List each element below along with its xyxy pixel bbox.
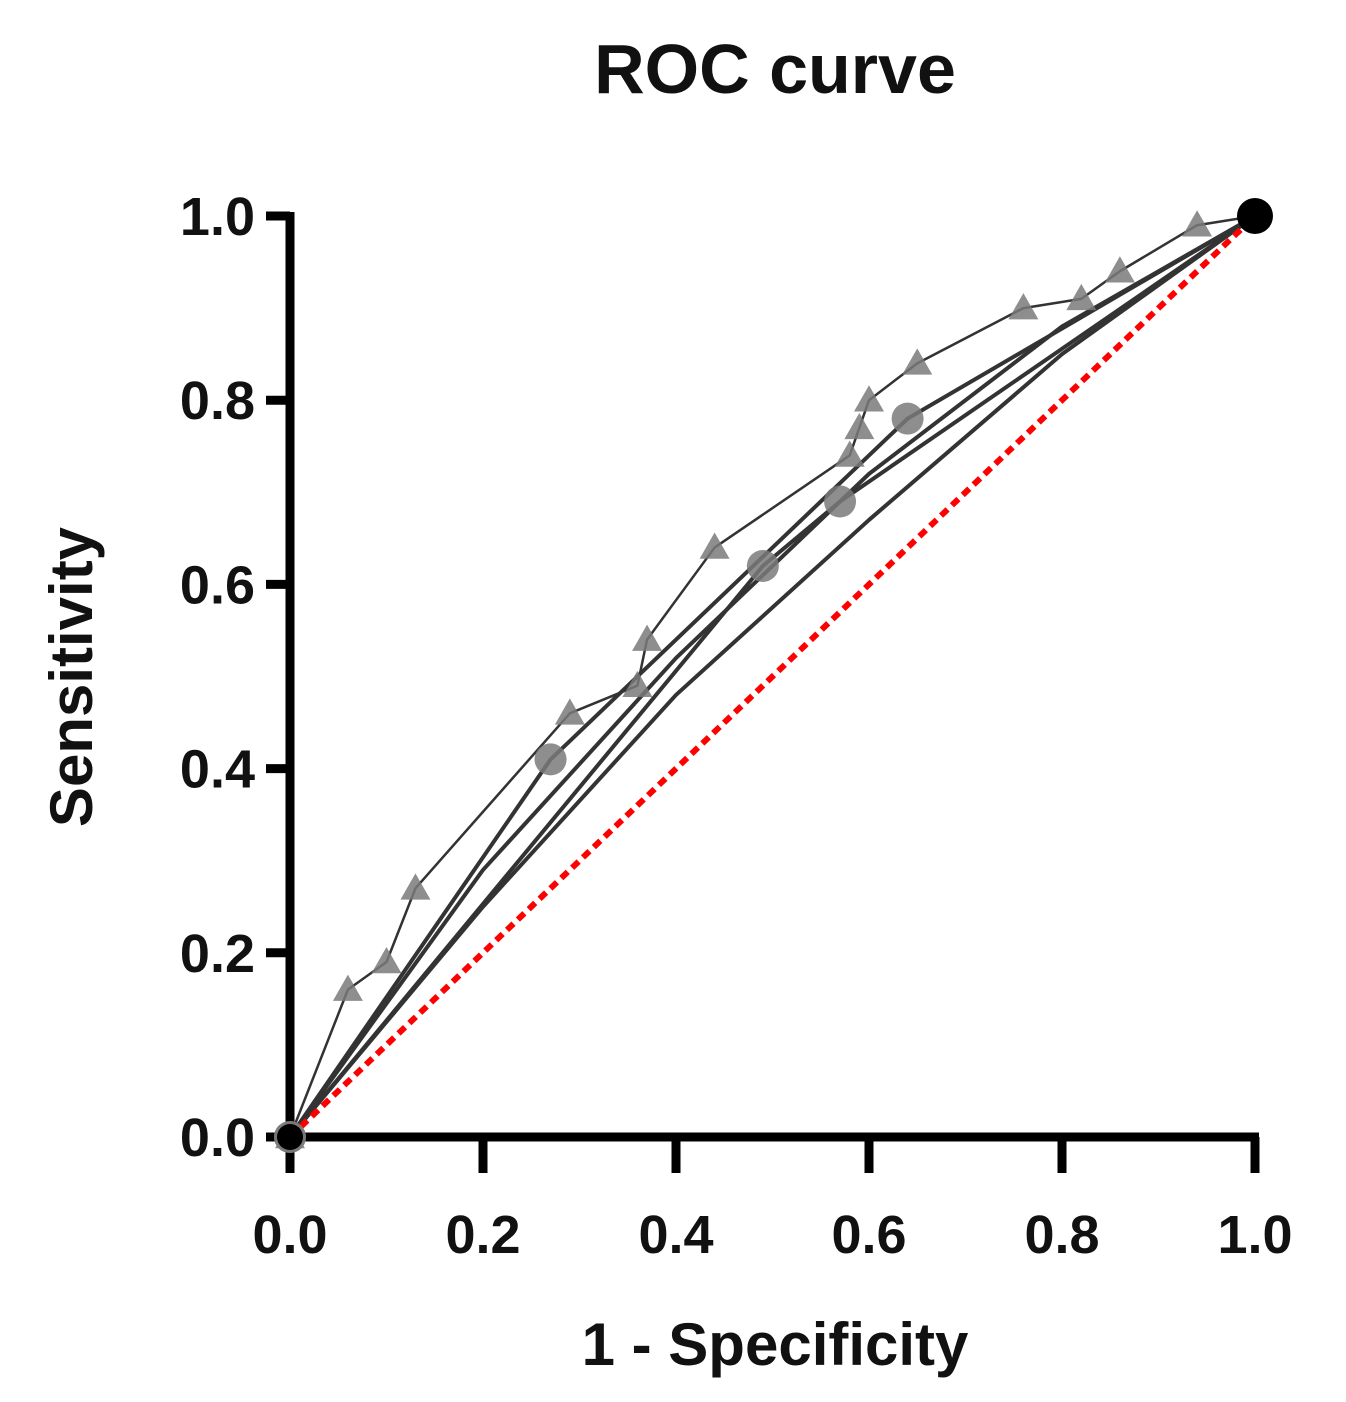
triangle-marker [371,947,402,974]
circle-marker [824,485,857,518]
endpoint-marker-origin [277,1124,303,1150]
circle-marker [534,743,567,776]
circle-marker [891,402,924,435]
y-tick-label: 1.0 [180,187,255,247]
plot-area: 0.0 0.2 0.4 0.6 0.8 1.0 0.0 0.2 0.4 0.6 0.8 1.0 [180,187,1293,1265]
triangle-marker [622,670,653,697]
series-line [288,214,1257,1139]
x-tick-label: 1.0 [1217,1205,1292,1265]
triangle-marker [1066,283,1097,311]
triangle-marker [834,440,865,467]
y-tick-label: 0.0 [180,1108,255,1168]
y-tick-label: 0.8 [180,371,255,431]
endpoint-marker-top [1237,198,1273,234]
y-axis-label: Sensitivity [38,526,105,827]
x-tick-label: 0.0 [252,1205,327,1265]
y-tick-label: 0.2 [180,924,255,984]
triangle-marker [854,385,884,412]
x-tick-label: 0.2 [445,1205,520,1265]
y-tick-label: 0.6 [180,555,255,615]
triangle-marker [1008,293,1039,320]
triangle-marker [554,698,585,725]
triangle-marker [632,624,663,651]
x-tick-label: 0.8 [1024,1205,1099,1265]
triangle-marker [844,412,875,440]
triangle-marker [400,873,431,900]
x-tick-label: 0.6 [831,1205,906,1265]
reference-line [287,213,1258,1140]
x-axis-label: 1 - Specificity [582,1311,969,1378]
y-tick-label: 0.4 [180,740,255,800]
x-tick-label: 0.4 [638,1205,713,1265]
triangle-marker [332,974,363,1001]
triangle-marker [902,348,933,375]
chart-title: ROC curve [594,30,956,108]
triangle-marker [699,532,730,559]
triangle-marker [1104,256,1135,283]
series-line [288,214,1257,1139]
triangle-marker [1182,210,1213,237]
circle-marker [746,549,779,582]
